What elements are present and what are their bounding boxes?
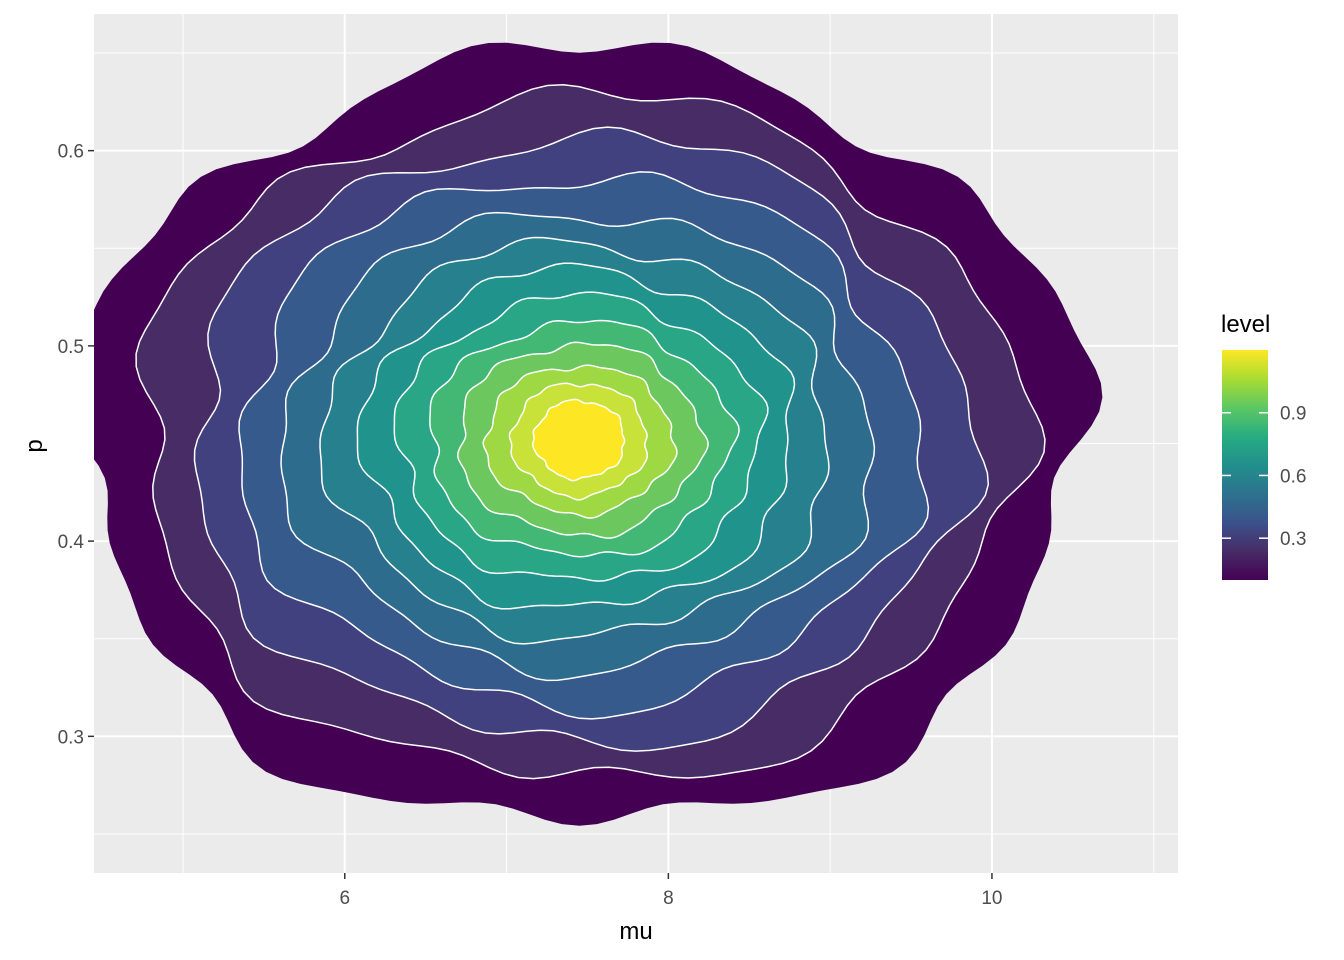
x-tick-label: 6 — [339, 888, 350, 909]
legend-label: 0.6 — [1280, 466, 1306, 487]
y-tick-label: 0.4 — [58, 532, 85, 553]
y-axis-title: p — [21, 439, 48, 452]
axes: 6 8 10 0.3 0.4 0.5 0.6 — [58, 142, 1003, 909]
y-tick-label: 0.5 — [58, 337, 84, 358]
y-tick-label: 0.3 — [58, 727, 84, 748]
x-axis-title: mu — [619, 918, 652, 945]
legend-ticks: 0.3 0.6 0.9 — [1222, 404, 1306, 550]
density-contours — [94, 42, 1103, 826]
legend-label: 0.9 — [1280, 404, 1306, 425]
legend-title: level — [1221, 311, 1270, 338]
x-tick-label: 10 — [981, 888, 1002, 909]
x-tick-label: 8 — [663, 888, 674, 909]
y-tick-label: 0.6 — [58, 142, 84, 163]
contour-band-13 — [531, 398, 626, 482]
legend-label: 0.3 — [1280, 529, 1306, 550]
legend: level 0.3 0.6 0.9 — [1221, 311, 1306, 580]
legend-colorbar — [1222, 350, 1268, 580]
